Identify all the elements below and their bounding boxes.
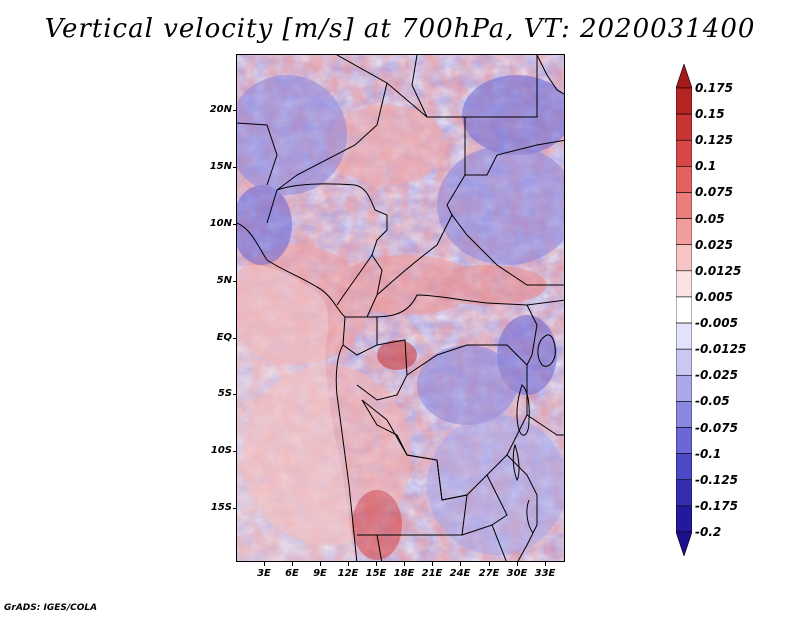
lat-tick bbox=[233, 224, 237, 225]
lon-label-6e: 6E bbox=[285, 568, 299, 579]
lat-tick bbox=[233, 281, 237, 282]
colorbar-label: -0.125 bbox=[695, 472, 738, 487]
lon-label-27e: 27E bbox=[478, 568, 500, 579]
colorbar-bin bbox=[676, 139, 692, 167]
lon-label-15e: 15E bbox=[365, 568, 387, 579]
lat-label-15n: 15N bbox=[209, 161, 232, 172]
lon-tick bbox=[348, 562, 349, 566]
lon-tick bbox=[264, 562, 265, 566]
colorbar-bin bbox=[676, 296, 692, 324]
colorbar-bin bbox=[676, 401, 692, 428]
colorbar-label: 0.175 bbox=[695, 81, 733, 95]
colorbar-bin bbox=[676, 348, 692, 376]
lat-label-10s: 10S bbox=[210, 445, 232, 456]
colorbar-label: -0.1 bbox=[695, 446, 722, 461]
colorbar-bin bbox=[676, 505, 692, 533]
country-borders bbox=[237, 55, 564, 561]
lat-tick bbox=[233, 451, 237, 452]
colorbar-label: -0.175 bbox=[695, 498, 738, 513]
lon-tick bbox=[404, 562, 405, 566]
positive-velocity-zones bbox=[237, 105, 547, 560]
lon-tick bbox=[517, 562, 518, 566]
colorbar-bin bbox=[676, 166, 692, 193]
lat-tick bbox=[233, 110, 237, 111]
colorbar-bin bbox=[676, 87, 692, 115]
colorbar-label: 0.005 bbox=[695, 289, 733, 304]
lat-tick bbox=[233, 394, 237, 395]
colorbar-label: -0.075 bbox=[695, 420, 738, 435]
colorbar-label: -0.0125 bbox=[695, 342, 747, 357]
lat-label-5s: 5S bbox=[217, 388, 232, 399]
lon-tick bbox=[376, 562, 377, 566]
colorbar-bin bbox=[676, 531, 692, 556]
lon-tick bbox=[545, 562, 546, 566]
lon-label-21e: 21E bbox=[421, 568, 443, 579]
colorbar-bin bbox=[676, 374, 692, 402]
lon-label-12e: 12E bbox=[337, 568, 359, 579]
colorbar bbox=[676, 64, 692, 556]
colorbar-bin bbox=[676, 192, 692, 219]
lat-label-5n: 5N bbox=[216, 275, 232, 286]
colorbar-label: -0.05 bbox=[695, 394, 730, 409]
colorbar-label: 0.15 bbox=[695, 107, 725, 122]
colorbar-label: -0.2 bbox=[695, 525, 722, 539]
colorbar-label: 0.025 bbox=[695, 237, 733, 252]
colorbar-bin bbox=[676, 113, 692, 141]
ocean-region bbox=[237, 265, 355, 561]
colorbar-bin bbox=[676, 322, 692, 350]
lon-tick bbox=[292, 562, 293, 566]
map-title: Vertical velocity [m/s] at 700hPa, VT: 2… bbox=[44, 14, 756, 44]
lat-label-20n: 20N bbox=[209, 104, 232, 115]
colorbar-label: 0.075 bbox=[695, 185, 733, 200]
colorbar-label: -0.025 bbox=[695, 368, 738, 383]
colorbar-bin bbox=[676, 244, 692, 272]
lat-tick bbox=[233, 338, 237, 339]
colorbar-bin bbox=[676, 218, 692, 246]
lat-label-15s: 15S bbox=[210, 502, 232, 513]
map-panel bbox=[236, 54, 565, 562]
lon-label-3e: 3E bbox=[257, 568, 271, 579]
colorbar-label: -0.005 bbox=[695, 316, 738, 331]
map-canvas bbox=[237, 55, 564, 561]
colorbar-bin bbox=[676, 427, 692, 454]
colorbar-bin bbox=[676, 479, 692, 507]
colorbar-bin bbox=[676, 453, 692, 481]
lat-tick bbox=[233, 167, 237, 168]
colorbar-label: 0.125 bbox=[695, 133, 733, 148]
lon-label-30e: 30E bbox=[506, 568, 528, 579]
footer-credit: GrADS: IGES/COLA bbox=[4, 603, 98, 613]
lat-label-10n: 10N bbox=[209, 218, 232, 229]
lon-tick bbox=[432, 562, 433, 566]
lon-label-24e: 24E bbox=[449, 568, 471, 579]
colorbar-label: 0.0125 bbox=[695, 263, 742, 278]
lon-tick bbox=[460, 562, 461, 566]
lon-label-18e: 18E bbox=[393, 568, 415, 579]
lat-label-eq: EQ bbox=[216, 332, 232, 343]
lon-label-33e: 33E bbox=[534, 568, 556, 579]
lon-tick bbox=[320, 562, 321, 566]
colorbar-label: 0.1 bbox=[695, 159, 717, 174]
colorbar-bin bbox=[676, 64, 692, 89]
colorbar-bin bbox=[676, 270, 692, 298]
lon-tick bbox=[489, 562, 490, 566]
lat-tick bbox=[233, 508, 237, 509]
colorbar-label: 0.05 bbox=[695, 211, 725, 226]
lon-label-9e: 9E bbox=[313, 568, 327, 579]
